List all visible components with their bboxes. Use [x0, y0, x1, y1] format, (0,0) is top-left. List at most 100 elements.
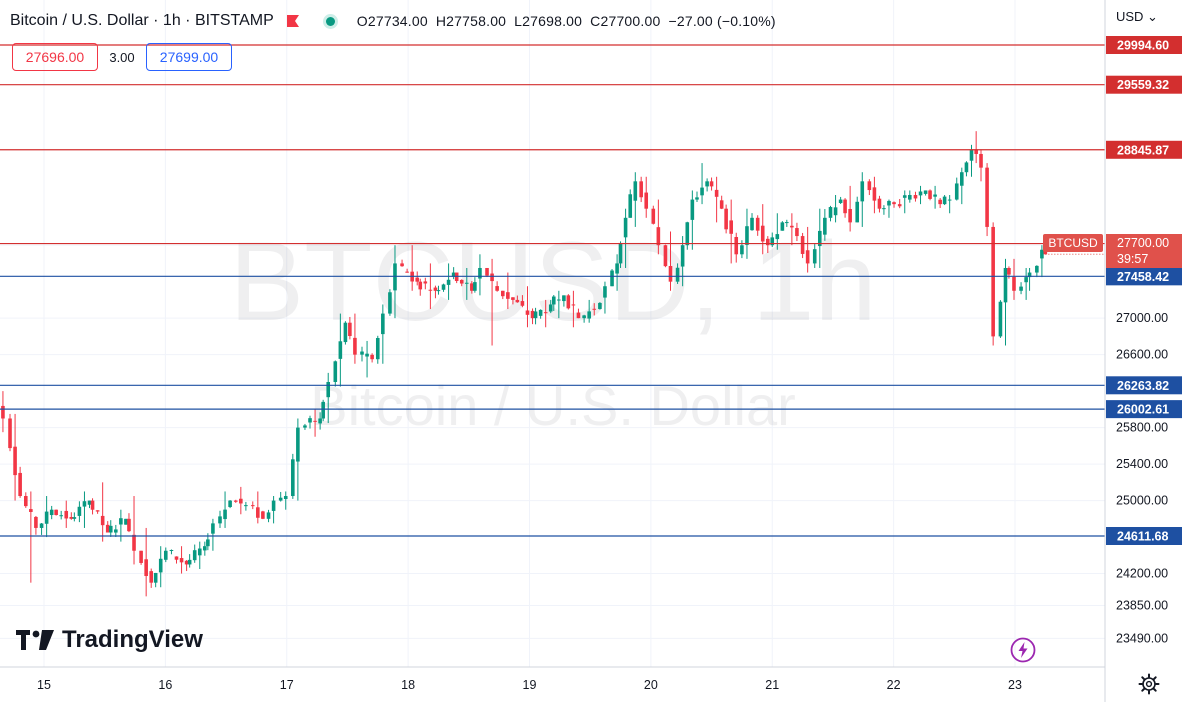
candle-body — [500, 290, 505, 297]
candle-body — [942, 196, 947, 205]
symbol-tag — [1043, 234, 1103, 252]
x-tick-label: 22 — [887, 678, 901, 692]
candle-body — [817, 230, 822, 247]
candle-body — [644, 192, 649, 209]
level-lines — [0, 44, 1105, 537]
candle-body — [124, 518, 128, 525]
candle-body — [365, 353, 369, 357]
candle-body — [623, 217, 628, 238]
level-label-box — [1106, 140, 1182, 159]
candle-body — [705, 181, 709, 187]
candle-body — [685, 222, 690, 246]
level-label-box — [1106, 75, 1182, 94]
last-price-tag: BTCUSD 27700.00 39:57 — [1043, 234, 1182, 268]
candle-body — [795, 228, 799, 237]
x-axis[interactable]: 15 16 17 18 19 20 21 22 23 — [37, 678, 1022, 692]
candle-body — [615, 263, 619, 274]
candle-body — [44, 511, 49, 524]
candle-body — [8, 418, 12, 449]
candle-body — [149, 571, 154, 583]
candle-body — [709, 181, 714, 187]
candle-body — [256, 507, 260, 518]
ohlc-values: O27734.00 H27758.00 L27698.00 C27700.00 −27.… — [357, 13, 784, 29]
buy-button[interactable]: 27699.00 — [146, 43, 232, 71]
sell-button[interactable]: 27696.00 — [12, 43, 98, 71]
candle-body — [203, 546, 207, 551]
candle-body — [495, 286, 499, 291]
x-tick-label: 18 — [401, 678, 415, 692]
candle-body — [266, 512, 271, 519]
candle-body — [598, 302, 602, 310]
candle-body — [179, 558, 184, 563]
candle-body — [139, 550, 143, 563]
candle-body — [321, 401, 325, 419]
price-tag-countdown: 39:57 — [1117, 252, 1148, 266]
candle-body — [714, 189, 719, 197]
symbol-title[interactable]: Bitcoin / U.S. Dollar · 1h · BITSTAMP — [10, 12, 274, 29]
candle-body — [867, 181, 872, 191]
currency-selector[interactable]: USD ⌄ — [1116, 9, 1158, 24]
candle-body — [100, 515, 105, 526]
candle-body — [571, 304, 576, 306]
candle-body — [724, 208, 728, 230]
gear-icon[interactable] — [1138, 673, 1160, 695]
candle-body — [473, 282, 477, 291]
candle-body — [582, 315, 586, 319]
candle-body — [1043, 249, 1048, 255]
candle-body — [877, 198, 882, 209]
candle-body — [470, 283, 474, 291]
candle-body — [790, 225, 794, 228]
candle-body — [785, 222, 789, 224]
candle-body — [838, 199, 843, 204]
y-tick-label: 25400.00 — [1116, 457, 1168, 471]
y-tick-label: 26600.00 — [1116, 348, 1168, 362]
candle-body — [313, 420, 317, 422]
candle-body — [187, 559, 192, 565]
candle-body — [562, 295, 566, 302]
level-label: 26002.61 — [1117, 403, 1169, 417]
candle-body — [87, 500, 92, 505]
y-tick-label: 23490.00 — [1116, 631, 1168, 645]
candle-body — [64, 510, 69, 519]
candle-body — [695, 197, 699, 200]
candle-body — [700, 187, 704, 196]
candle-body — [381, 313, 385, 335]
level-label: 29559.32 — [1117, 78, 1169, 92]
candle-body — [436, 290, 441, 292]
candle-body — [566, 295, 571, 309]
candle-body — [515, 299, 520, 303]
candle-body — [1012, 276, 1016, 291]
candle-body — [29, 509, 33, 512]
candle-body — [959, 172, 964, 186]
candle-body — [543, 312, 548, 314]
candle-body — [872, 187, 877, 201]
order-panel: 27696.00 3.00 27699.00 — [12, 43, 232, 71]
candle-body — [360, 351, 364, 355]
x-tick-label: 23 — [1008, 678, 1022, 692]
candle-body — [343, 322, 348, 343]
candle-body — [218, 516, 222, 524]
spread-value: 3.00 — [109, 49, 135, 65]
lightning-icon[interactable] — [1010, 637, 1036, 663]
level-label-box — [1106, 400, 1182, 419]
tradingview-logo[interactable]: TradingView — [16, 626, 203, 654]
candle-body — [828, 207, 833, 218]
candle-body — [18, 472, 22, 497]
candle-body — [548, 304, 553, 312]
ohlc-low: L27698.00 — [514, 13, 583, 29]
candle-body — [291, 459, 295, 497]
candle-body — [370, 354, 374, 360]
candle-body — [800, 236, 805, 254]
chart-header: Bitcoin / U.S. Dollar · 1h · BITSTAMP O2… — [10, 12, 784, 30]
candle-body — [296, 427, 300, 462]
x-tick-label: 17 — [280, 678, 294, 692]
candle-body — [533, 311, 538, 319]
y-axis[interactable]: 23490.00 23850.00 24200.00 25000.00 25400.00… — [1116, 238, 1168, 645]
candle-body — [228, 500, 232, 508]
candle-body — [775, 234, 780, 240]
candle-body — [843, 199, 847, 214]
flag-icon[interactable] — [286, 14, 300, 28]
candle-body — [740, 245, 744, 255]
price-tag-value: 27700.00 — [1117, 236, 1169, 250]
